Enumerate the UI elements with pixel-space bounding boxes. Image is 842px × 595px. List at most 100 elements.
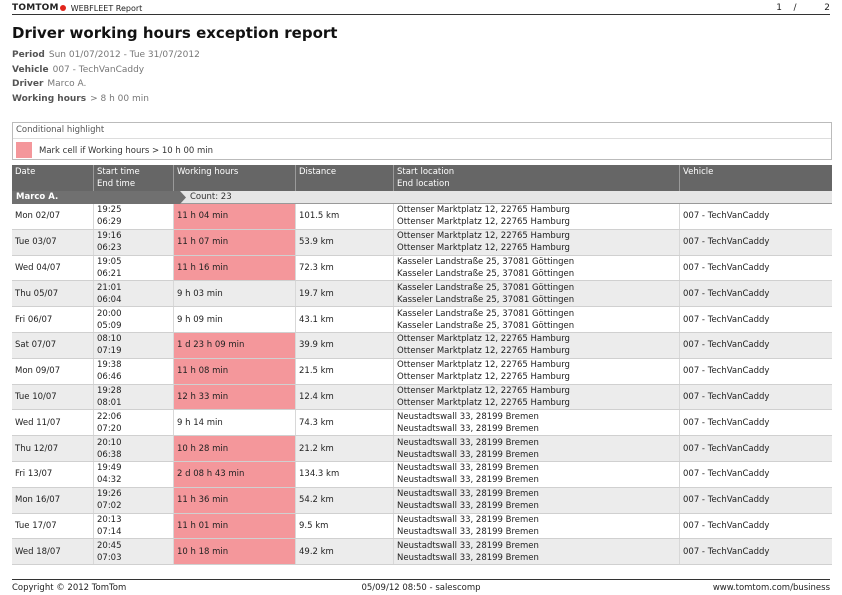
cell-date: Wed 18/07: [12, 539, 94, 565]
parameter-key: Vehicle: [12, 64, 49, 75]
cell-location-end: Kasseler Landstraße 25, 37081 Göttingen: [397, 320, 575, 331]
cell-location-start: Ottenser Marktplatz 12, 22765 Hamburg: [397, 334, 570, 345]
page-indicator: 1 / 2: [748, 3, 830, 13]
parameter-key: Driver: [12, 79, 44, 89]
report-header-bar: TOMTOM WEBFLEET Report 1 / 2: [12, 2, 830, 15]
cell-location: Neustadtswall 33, 28199 Bremen Neustadtsw…: [394, 410, 680, 436]
column-header-line: End location: [397, 179, 450, 189]
cell-time: 19:25 06:29: [94, 204, 174, 229]
cell-date: Mon 02/07: [12, 204, 94, 229]
exceptions-table: Date Start time End time Working hours Dista…: [12, 165, 832, 566]
cell-vehicle: 007 - TechVanCaddy: [683, 314, 770, 325]
cell-time-end: 07:19: [97, 346, 122, 357]
cell-location-start: Neustadtswall 33, 28199 Bremen: [397, 514, 539, 525]
cell-time-end: 08:01: [97, 397, 122, 408]
cell-location-start: Neustadtswall 33, 28199 Bremen: [397, 437, 539, 448]
cell-vehicle: 007 - TechVanCaddy: [683, 391, 770, 402]
table-row: Mon 02/07 19:25 06:29 11 h 04 min 101.5 km Ot…: [12, 204, 832, 230]
cell-time-end: 07:02: [97, 501, 122, 512]
cell-time-end: 06:38: [97, 449, 122, 460]
col-vehicle-header: Vehicle: [680, 165, 832, 191]
report-footer: Copyright © 2012 TomTom 05/09/12 08:50 -…: [12, 579, 830, 595]
cell-distance: 21.5 km: [296, 358, 394, 384]
cell-time-start: 21:01: [97, 282, 122, 293]
cell-time-start: 19:05: [97, 256, 122, 267]
report-title: Driver working hours exception report: [12, 24, 338, 42]
cell-location-end: Kasseler Landstraße 25, 37081 Göttingen: [397, 268, 575, 279]
brand-text: TOMTOM: [12, 3, 59, 13]
tomtom-hands-icon: [59, 5, 66, 11]
cell-vehicle: 007 - TechVanCaddy: [683, 262, 770, 273]
cell-date: Sat 07/07: [12, 332, 94, 358]
divider: [13, 138, 831, 139]
cell-time: 08:10 07:19: [94, 332, 174, 358]
cell-time: 19:38 06:46: [94, 358, 174, 384]
copyright-text: Copyright © 2012 TomTom: [12, 582, 127, 593]
cell-distance: 53.9 km: [296, 229, 394, 255]
cell-time-end: 06:21: [97, 268, 122, 279]
cell-time-start: 19:49: [97, 463, 122, 474]
conditional-highlight-box: Conditional highlight Mark cell if Worki…: [12, 122, 832, 160]
cell-location-end: Ottenser Marktplatz 12, 22765 Hamburg: [397, 217, 570, 228]
table-row: Wed 04/07 19:05 06:21 11 h 16 min 72.3 km Kas…: [12, 255, 832, 282]
cell-location-end: Ottenser Marktplatz 12, 22765 Hamburg: [397, 346, 570, 357]
page-separator: /: [793, 3, 797, 13]
table-header: Date Start time End time Working hours Dista…: [12, 165, 832, 191]
cell-time: 20:00 05:09: [94, 307, 174, 332]
cell-distance: 12.4 km: [296, 384, 394, 410]
cell-location-start: Ottenser Marktplatz 12, 22765 Hamburg: [397, 385, 570, 396]
cell-distance: 49.2 km: [296, 539, 394, 565]
cell-time: 19:05 06:21: [94, 255, 174, 281]
cell-location-end: Ottenser Marktplatz 12, 22765 Hamburg: [397, 243, 570, 254]
generated-info: 05/09/12 08:50 - salescomp: [361, 583, 481, 593]
col-location-header: Start location End location: [394, 165, 680, 191]
column-header-line: Distance: [299, 167, 337, 177]
cell-date: Thu 05/07: [12, 281, 94, 307]
cell-date: Fri 13/07: [12, 461, 94, 487]
cell-time-start: 19:26: [97, 489, 122, 500]
page-total: 2: [824, 3, 830, 13]
cell-location: Ottenser Marktplatz 12, 22765 Hamburg Ott…: [394, 229, 680, 255]
cell-location-start: Kasseler Landstraße 25, 37081 Göttingen: [397, 256, 575, 267]
website-link[interactable]: www.tomtom.com/business: [712, 582, 830, 593]
cell-location: Ottenser Marktplatz 12, 22765 Hamburg Ott…: [394, 204, 680, 229]
cell-location-start: Kasseler Landstraße 25, 37081 Göttingen: [397, 282, 575, 293]
driver-group-row: Marco A. Count: 23: [12, 191, 832, 204]
cell-vehicle: 007 - TechVanCaddy: [683, 417, 770, 428]
parameter-key: Working hours: [12, 93, 87, 104]
cell-location-end: Neustadtswall 33, 28199 Bremen: [397, 449, 539, 460]
cell-time: 19:28 08:01: [94, 384, 174, 410]
cell-time: 20:13 07:14: [94, 513, 174, 539]
table-row: Wed 11/07 22:06 07:20 9 h 14 min 74.3 km Neus…: [12, 410, 832, 437]
cell-time: 19:26 07:02: [94, 487, 174, 513]
cell-working-hours: 12 h 33 min: [174, 384, 296, 410]
cell-working-hours: 9 h 09 min: [174, 307, 296, 332]
cell-time-end: 07:14: [97, 526, 122, 537]
cell-time: 21:01 06:04: [94, 281, 174, 307]
cell-date: Mon 16/07: [12, 487, 94, 513]
cell-distance: 72.3 km: [296, 255, 394, 281]
cell-distance: 54.2 km: [296, 487, 394, 513]
cell-time-start: 08:10: [97, 334, 122, 345]
parameter-line: Period Sun 01/07/2012 - Tue 31/07/2012: [12, 48, 200, 63]
parameter-key: Period: [12, 50, 45, 60]
cell-location-end: Neustadtswall 33, 28199 Bremen: [397, 501, 539, 512]
col-time-header: Start time End time: [94, 165, 174, 191]
cell-distance: 74.3 km: [296, 410, 394, 436]
cell-time-start: 19:16: [97, 231, 122, 242]
cell-time: 22:06 07:20: [94, 410, 174, 436]
group-count: Count: 23: [190, 192, 232, 202]
cell-location-start: Neustadtswall 33, 28199 Bremen: [397, 540, 539, 551]
cell-location: Neustadtswall 33, 28199 Bremen Neustadtsw…: [394, 436, 680, 461]
cell-working-hours: 11 h 07 min: [174, 229, 296, 255]
parameter-line: Working hours > 8 h 00 min: [12, 92, 200, 107]
cell-date: Thu 12/07: [12, 436, 94, 461]
cell-working-hours: 11 h 01 min: [174, 513, 296, 539]
cell-time-end: 07:20: [97, 423, 122, 434]
cell-working-hours: 9 h 03 min: [174, 281, 296, 307]
cell-date: Tue 17/07: [12, 513, 94, 539]
cell-time-start: 20:13: [97, 514, 122, 525]
cell-location-end: Ottenser Marktplatz 12, 22765 Hamburg: [397, 397, 570, 408]
cell-working-hours: 11 h 04 min: [174, 204, 296, 229]
cell-distance: 134.3 km: [296, 461, 394, 487]
